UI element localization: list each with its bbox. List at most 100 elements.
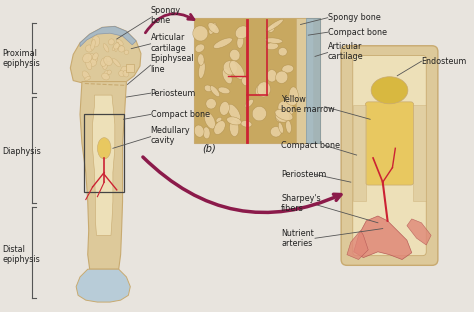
Text: Distal
epiphysis: Distal epiphysis (3, 245, 40, 264)
Ellipse shape (282, 65, 293, 73)
Polygon shape (92, 95, 115, 235)
Ellipse shape (255, 84, 264, 96)
Ellipse shape (114, 43, 119, 49)
Ellipse shape (266, 19, 283, 31)
Ellipse shape (266, 43, 278, 50)
Ellipse shape (210, 86, 219, 97)
Ellipse shape (194, 125, 204, 137)
Ellipse shape (204, 113, 215, 129)
Ellipse shape (229, 49, 240, 61)
Ellipse shape (229, 119, 239, 137)
Text: Endosteum: Endosteum (421, 57, 467, 66)
Ellipse shape (227, 117, 241, 125)
Ellipse shape (89, 59, 97, 66)
Ellipse shape (208, 22, 219, 33)
Ellipse shape (82, 53, 92, 63)
Ellipse shape (112, 58, 120, 67)
Ellipse shape (209, 23, 217, 34)
Bar (296, 18, 313, 144)
Ellipse shape (107, 57, 111, 61)
Ellipse shape (98, 138, 111, 159)
Ellipse shape (204, 85, 212, 92)
Text: Compact bone: Compact bone (328, 28, 387, 37)
Ellipse shape (219, 101, 229, 115)
Ellipse shape (193, 26, 208, 41)
Text: Compact bone: Compact bone (151, 110, 210, 119)
Ellipse shape (275, 110, 290, 122)
Ellipse shape (100, 58, 107, 66)
Bar (353, 105, 366, 202)
Ellipse shape (115, 42, 118, 51)
Ellipse shape (214, 121, 225, 134)
Ellipse shape (102, 61, 108, 70)
Ellipse shape (213, 38, 232, 48)
Ellipse shape (85, 76, 91, 80)
Ellipse shape (199, 61, 205, 79)
Ellipse shape (123, 71, 129, 77)
Ellipse shape (371, 77, 408, 104)
Ellipse shape (102, 73, 109, 80)
Text: Diaphysis: Diaphysis (3, 147, 41, 156)
Ellipse shape (92, 53, 98, 60)
Ellipse shape (104, 71, 109, 76)
Ellipse shape (229, 61, 245, 79)
Polygon shape (347, 231, 368, 260)
Ellipse shape (267, 70, 277, 82)
Ellipse shape (195, 44, 204, 52)
Text: Epiphyseal
line: Epiphyseal line (151, 55, 194, 74)
Text: Nutrient
arteries: Nutrient arteries (281, 229, 314, 248)
Polygon shape (76, 269, 130, 302)
Ellipse shape (286, 120, 292, 133)
FancyBboxPatch shape (353, 56, 426, 256)
Polygon shape (354, 216, 412, 260)
Ellipse shape (241, 121, 252, 127)
Bar (413, 105, 426, 202)
Ellipse shape (198, 54, 204, 65)
Polygon shape (80, 27, 136, 47)
Ellipse shape (242, 77, 249, 85)
Ellipse shape (222, 69, 232, 84)
Ellipse shape (275, 71, 288, 83)
Ellipse shape (228, 104, 240, 121)
Ellipse shape (278, 101, 294, 116)
Text: Medullary
cavity: Medullary cavity (151, 126, 190, 145)
Text: Spongy
bone: Spongy bone (151, 6, 181, 26)
Text: Sharpey's
fibers: Sharpey's fibers (281, 194, 321, 213)
Ellipse shape (91, 56, 98, 63)
Bar (306, 18, 320, 144)
Polygon shape (407, 219, 431, 245)
Text: Articular
cartilage: Articular cartilage (151, 33, 186, 52)
Ellipse shape (280, 111, 287, 116)
Ellipse shape (265, 38, 283, 43)
FancyBboxPatch shape (365, 102, 414, 185)
Polygon shape (127, 64, 134, 72)
Text: Articular
cartilage: Articular cartilage (328, 42, 363, 61)
Bar (194, 18, 320, 144)
Ellipse shape (237, 36, 244, 48)
FancyBboxPatch shape (341, 46, 438, 265)
Ellipse shape (218, 87, 230, 94)
Ellipse shape (278, 47, 287, 56)
Bar (84, 115, 125, 192)
Ellipse shape (88, 54, 95, 63)
Text: Proximal
epiphysis: Proximal epiphysis (3, 49, 40, 68)
Ellipse shape (252, 106, 266, 121)
Ellipse shape (121, 66, 128, 75)
Ellipse shape (203, 127, 210, 139)
Ellipse shape (245, 99, 253, 108)
Ellipse shape (112, 45, 117, 51)
Text: (b): (b) (202, 143, 216, 153)
Ellipse shape (82, 71, 90, 79)
Ellipse shape (270, 127, 282, 137)
Ellipse shape (118, 71, 125, 76)
Ellipse shape (268, 25, 274, 32)
Ellipse shape (109, 39, 114, 45)
Text: Spongy bone: Spongy bone (328, 13, 380, 22)
Ellipse shape (118, 46, 125, 52)
Ellipse shape (257, 82, 271, 97)
Ellipse shape (103, 44, 109, 52)
Ellipse shape (107, 70, 111, 75)
Ellipse shape (85, 45, 93, 52)
Ellipse shape (289, 87, 298, 105)
Ellipse shape (275, 109, 293, 120)
